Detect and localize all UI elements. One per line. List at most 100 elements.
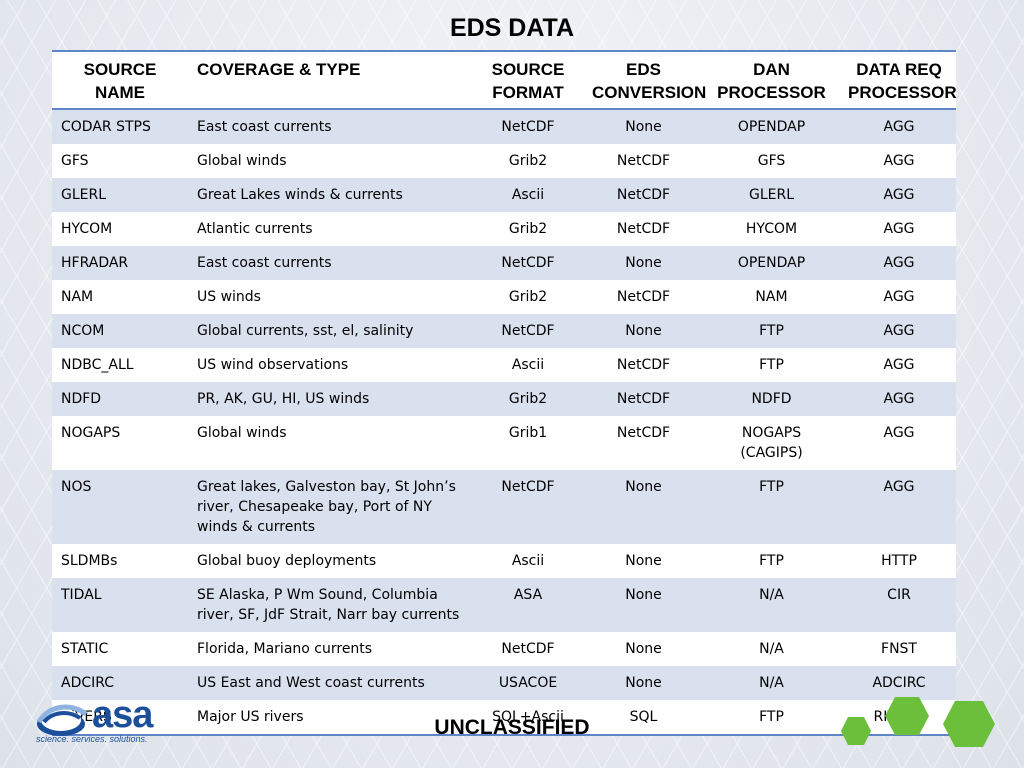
- cell-coverage-type: Major US rivers: [188, 700, 470, 736]
- cell-source-format: NetCDF: [470, 246, 586, 280]
- cell-data-req-processor: AGG: [842, 144, 956, 178]
- asa-swoosh-icon: [36, 704, 88, 736]
- cell-source-name: NDFD: [52, 382, 188, 416]
- col-header-data-req-processor: DATA REQ PROCESSOR: [842, 52, 957, 110]
- table-row: STATIC Florida, Mariano currents NetCDF Non…: [52, 632, 956, 666]
- cell-data-req-processor: AGG: [842, 212, 956, 246]
- cell-source-format: Ascii: [470, 348, 586, 382]
- col-header-coverage-type: COVERAGE & TYPE: [188, 52, 470, 110]
- table-row: GLERL Great Lakes winds & currents Ascii Ne…: [52, 178, 956, 212]
- cell-source-format: Grib2: [470, 280, 586, 314]
- cell-eds-conversion: None: [586, 578, 701, 632]
- cell-eds-conversion: None: [586, 470, 701, 544]
- cell-source-format: NetCDF: [470, 109, 586, 144]
- cell-eds-conversion: NetCDF: [586, 212, 701, 246]
- cell-source-name: NAM: [52, 280, 188, 314]
- cell-source-name: NCOM: [52, 314, 188, 348]
- hexagon-decoration-icon: [943, 701, 995, 747]
- cell-dan-processor: FTP: [701, 544, 842, 578]
- cell-coverage-type: Florida, Mariano currents: [188, 632, 470, 666]
- cell-source-format: NetCDF: [470, 470, 586, 544]
- cell-eds-conversion: NetCDF: [586, 348, 701, 382]
- cell-coverage-type: PR, AK, GU, HI, US winds: [188, 382, 470, 416]
- cell-coverage-type: East coast currents: [188, 246, 470, 280]
- col-header-source-format: SOURCE FORMAT: [470, 52, 586, 110]
- table-row: NOGAPS Global winds Grib1 NetCDF NOGAPS (CAG…: [52, 416, 956, 470]
- col-header-dan-processor: DAN PROCESSOR: [701, 52, 842, 110]
- cell-data-req-processor: AGG: [842, 470, 956, 544]
- cell-data-req-processor: AGG: [842, 280, 956, 314]
- cell-coverage-type: Global currents, sst, el, salinity: [188, 314, 470, 348]
- cell-eds-conversion: None: [586, 109, 701, 144]
- cell-dan-processor: OPENDAP: [701, 109, 842, 144]
- logo-tagline: science. services. solutions.: [36, 734, 148, 744]
- cell-dan-processor: N/A: [701, 578, 842, 632]
- table-row: NOS Great lakes, Galveston bay, St John’s…: [52, 470, 956, 544]
- cell-source-name: SLDMBs: [52, 544, 188, 578]
- cell-eds-conversion: NetCDF: [586, 144, 701, 178]
- cell-source-name: NOS: [52, 470, 188, 544]
- cell-data-req-processor: AGG: [842, 314, 956, 348]
- cell-coverage-type: Great Lakes winds & currents: [188, 178, 470, 212]
- table-body: CODAR STPS East coast currents NetCDF None O…: [52, 109, 956, 736]
- table-header-row: SOURCE NAME COVERAGE & TYPE SOURCE FORMAT …: [52, 52, 957, 110]
- cell-source-format: Grib1: [470, 416, 586, 470]
- cell-dan-processor: FTP: [701, 314, 842, 348]
- cell-source-name: HFRADAR: [52, 246, 188, 280]
- cell-source-name: NOGAPS: [52, 416, 188, 470]
- cell-coverage-type: US wind observations: [188, 348, 470, 382]
- col-header-eds-conversion: EDS CONVERSION: [586, 52, 706, 110]
- table-row: NDBC_ALL US wind observations Ascii NetCDF F…: [52, 348, 956, 382]
- cell-source-name: STATIC: [52, 632, 188, 666]
- cell-coverage-type: US winds: [188, 280, 470, 314]
- cell-source-format: Ascii: [470, 544, 586, 578]
- table-row: HYCOM Atlantic currents Grib2 NetCDF HYCOM AG…: [52, 212, 956, 246]
- table-row: TIDAL SE Alaska, P Wm Sound, Columbia riv…: [52, 578, 956, 632]
- cell-dan-processor: N/A: [701, 666, 842, 700]
- cell-eds-conversion: None: [586, 314, 701, 348]
- hexagon-decoration-icon: [885, 697, 929, 735]
- eds-data-table: SOURCE NAME COVERAGE & TYPE SOURCE FORMAT …: [52, 50, 957, 736]
- cell-dan-processor: FTP: [701, 700, 842, 736]
- cell-source-format: Grib2: [470, 144, 586, 178]
- cell-data-req-processor: CIR: [842, 578, 956, 632]
- cell-dan-processor: NAM: [701, 280, 842, 314]
- cell-data-req-processor: FNST: [842, 632, 956, 666]
- cell-coverage-type: Global buoy deployments: [188, 544, 470, 578]
- cell-source-name: NDBC_ALL: [52, 348, 188, 382]
- cell-eds-conversion: None: [586, 632, 701, 666]
- cell-eds-conversion: NetCDF: [586, 280, 701, 314]
- cell-source-format: SQL+Ascii: [470, 700, 586, 736]
- cell-data-req-processor: AGG: [842, 178, 956, 212]
- cell-coverage-type: Global winds: [188, 144, 470, 178]
- cell-data-req-processor: ADCIRC: [842, 666, 956, 700]
- cell-source-name: GLERL: [52, 178, 188, 212]
- cell-coverage-type: East coast currents: [188, 109, 470, 144]
- cell-data-req-processor: AGG: [842, 348, 956, 382]
- cell-source-name: HYCOM: [52, 212, 188, 246]
- cell-dan-processor: FTP: [701, 348, 842, 382]
- cell-dan-processor: FTP: [701, 470, 842, 544]
- table-row: NCOM Global currents, sst, el, salinity Ne…: [52, 314, 956, 348]
- cell-data-req-processor: AGG: [842, 109, 956, 144]
- cell-dan-processor: N/A: [701, 632, 842, 666]
- hexagon-decoration-icon: [841, 717, 871, 745]
- cell-source-format: NetCDF: [470, 632, 586, 666]
- cell-source-format: USACOE: [470, 666, 586, 700]
- slide-title: EDS DATA: [449, 14, 575, 42]
- cell-eds-conversion: None: [586, 544, 701, 578]
- asa-logo: asa science. services. solutions.: [34, 694, 184, 748]
- cell-source-format: Ascii: [470, 178, 586, 212]
- cell-source-format: Grib2: [470, 212, 586, 246]
- classification-footer: UNCLASSIFIED: [434, 716, 590, 739]
- cell-data-req-processor: AGG: [842, 382, 956, 416]
- cell-eds-conversion: NetCDF: [586, 178, 701, 212]
- cell-source-format: Grib2: [470, 382, 586, 416]
- cell-dan-processor: HYCOM: [701, 212, 842, 246]
- cell-source-name: GFS: [52, 144, 188, 178]
- table-row: NAM US winds Grib2 NetCDF NAM AGG: [52, 280, 956, 314]
- cell-eds-conversion: NetCDF: [586, 416, 701, 470]
- cell-source-name: TIDAL: [52, 578, 188, 632]
- table-row: NDFD PR, AK, GU, HI, US winds Grib2 NetCDF N…: [52, 382, 956, 416]
- cell-eds-conversion: None: [586, 246, 701, 280]
